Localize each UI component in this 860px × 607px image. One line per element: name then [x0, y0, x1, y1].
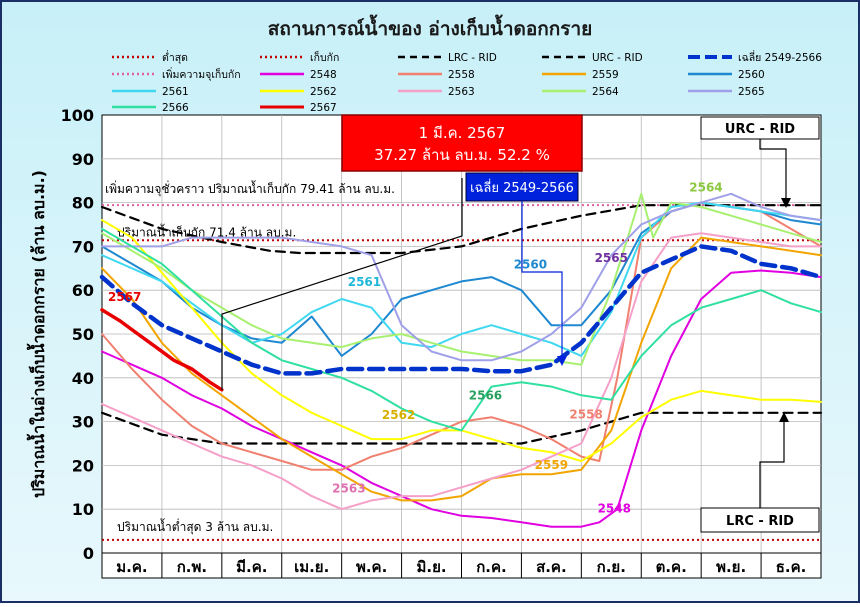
- legend-label-y2562: 2562: [310, 86, 337, 98]
- series-label-y2564: 2564: [689, 181, 722, 195]
- month-label: มิ.ย.: [417, 558, 447, 576]
- legend-label-y2565: 2565: [738, 86, 765, 98]
- series-label-y2567: 2567: [108, 290, 141, 304]
- y-tick-label: 100: [61, 106, 94, 125]
- legend-label-tmp: เพิ่มความจุเก็บกัก: [162, 67, 241, 81]
- month-label: ก.พ.: [177, 558, 207, 576]
- y-tick-label: 10: [72, 500, 94, 519]
- legend-label-y2560: 2560: [738, 69, 765, 81]
- series-line-y2567: [100, 308, 224, 392]
- series-label-y2566: 2566: [469, 389, 502, 403]
- series-label-y2565: 2565: [595, 251, 628, 265]
- average-box-label: เฉลี่ย 2549-2566: [470, 179, 574, 196]
- legend-label-lrc: LRC - RID: [448, 52, 497, 64]
- series-lines: 2548 2558 2559 2560 2561 2562 2563 2564 2565 2566…: [99, 181, 824, 528]
- legend-label-y2561: 2561: [162, 86, 189, 98]
- series-label-y2561: 2561: [348, 275, 381, 289]
- series-label-y2548: 2548: [598, 501, 631, 515]
- y-tick-labels: 0 10 20 30 40 50 60 70 80 90 100: [61, 106, 94, 563]
- legend-label-y2567: 2567: [310, 102, 337, 114]
- month-label: ต.ค.: [656, 558, 687, 576]
- urc-box-label: URC - RID: [725, 122, 795, 137]
- series-line-y2559: [101, 236, 822, 502]
- legend: ต่ำสุด เก็บกัก LRC - RID URC - RID เฉลี่ย 25…: [112, 50, 822, 114]
- month-label: ก.ค.: [476, 558, 507, 576]
- series-line-y2564: [101, 192, 822, 366]
- month-label: พ.ค.: [356, 558, 387, 576]
- y-tick-label: 50: [72, 325, 94, 344]
- series-label-y2562: 2562: [382, 408, 415, 422]
- series-label-y2560: 2560: [514, 257, 547, 271]
- urc-leader: [759, 139, 787, 202]
- average-arrow-icon: [557, 356, 567, 366]
- current-callout-leader: [221, 178, 463, 390]
- lrc-arrow-icon: [779, 412, 789, 422]
- y-tick-label: 70: [72, 237, 94, 256]
- legend-label-y2563: 2563: [448, 86, 475, 98]
- average-leader: [521, 201, 563, 358]
- y-tick-label: 40: [72, 369, 94, 388]
- y-tick-label: 0: [83, 544, 94, 563]
- y-tick-label: 60: [72, 281, 94, 300]
- month-label: ก.ย.: [597, 558, 626, 576]
- month-label: เม.ย.: [294, 558, 329, 576]
- legend-label-y2548: 2548: [310, 69, 337, 81]
- month-label: ธ.ค.: [776, 558, 807, 576]
- series-label-y2559: 2559: [535, 458, 568, 472]
- legend-label-cap: เก็บกัก: [310, 50, 339, 64]
- legend-label-min: ต่ำสุด: [162, 50, 188, 64]
- y-axis-label: ปริมาณน้ำในอ่างเก็บน้ำดอกกราย (ล้าน ลบ.ม…: [26, 170, 48, 498]
- month-label: ส.ค.: [536, 558, 567, 576]
- current-value-box: [341, 114, 583, 172]
- lrc-box-label: LRC - RID: [726, 514, 794, 529]
- current-date-label: 1 มี.ค. 2567: [419, 124, 506, 142]
- month-label: ม.ค.: [116, 558, 147, 576]
- y-tick-label: 80: [72, 194, 94, 213]
- annotations: 1 มี.ค. 2567 37.27 ล้าน ลบ.ม. 52.2 % URC…: [221, 114, 820, 533]
- legend-label-y2559: 2559: [592, 69, 619, 81]
- legend-label-y2566: 2566: [162, 102, 189, 114]
- lrc-leader: [759, 418, 785, 508]
- ref-label-min: ปริมาณน้ำต่ำสุด 3 ล้าน ลบ.ม.: [117, 518, 273, 535]
- ref-label-cap: ปริมาณน้ำเก็บกัก 71.4 ล้าน ลบ.ม.: [117, 223, 296, 239]
- ref-label-tmp: เพิ่มความจุชั่วคราว ปริมาณน้ำเก็บกัก 79.…: [105, 180, 395, 197]
- series-line-avg: [99, 244, 824, 376]
- current-volume-label: 37.27 ล้าน ลบ.ม. 52.2 %: [374, 146, 550, 164]
- legend-label-avg: เฉลี่ย 2549-2566: [738, 50, 822, 64]
- legend-label-y2564: 2564: [592, 86, 619, 98]
- series-label-y2558: 2558: [569, 408, 602, 422]
- y-tick-label: 20: [72, 456, 94, 475]
- month-label: มี.ค.: [236, 558, 267, 576]
- y-tick-label: 30: [72, 413, 94, 432]
- reference-lines: ปริมาณน้ำต่ำสุด 3 ล้าน ลบ.ม. ปริมาณน้ำเก็…: [102, 180, 821, 541]
- chart-title: สถานการณ์น้ำของ อ่างเก็บน้ำดอกกราย: [268, 14, 593, 40]
- legend-label-y2558: 2558: [448, 69, 475, 81]
- month-axis: ม.ค. ก.พ. มี.ค. เม.ย. พ.ค. มิ.ย. ก.ค. ส.ค. ก.ย. ต…: [101, 552, 822, 579]
- month-label: พ.ย.: [716, 558, 746, 576]
- series-label-y2563: 2563: [332, 482, 365, 496]
- legend-label-urc: URC - RID: [592, 52, 643, 64]
- series-line-y2565: [101, 192, 822, 362]
- y-tick-label: 90: [72, 150, 94, 169]
- urc-arrow-icon: [781, 198, 791, 208]
- series-line-y2548: [101, 269, 822, 528]
- series-line-y2563: [101, 232, 822, 511]
